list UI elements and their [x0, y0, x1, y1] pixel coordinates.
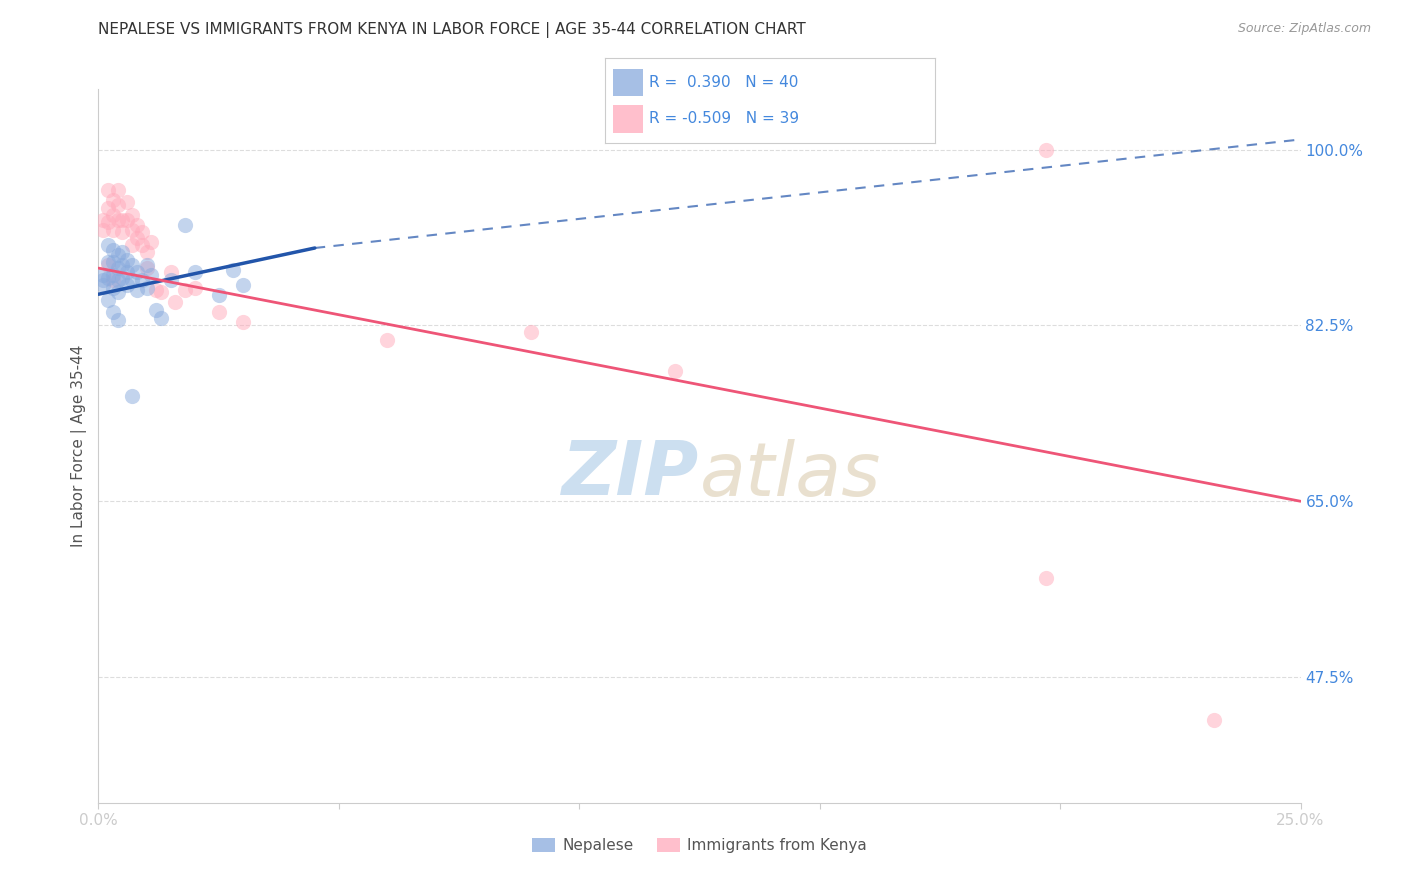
Point	[97, 201, 120, 215]
Point	[121, 273, 143, 287]
Point	[101, 193, 124, 207]
Point	[159, 265, 181, 279]
Point	[101, 223, 124, 237]
Point	[174, 283, 197, 297]
Point	[91, 223, 114, 237]
Point	[1202, 714, 1225, 728]
Legend: Nepalese, Immigrants from Kenya: Nepalese, Immigrants from Kenya	[526, 832, 873, 859]
Point	[117, 278, 139, 293]
Text: ZIP: ZIP	[562, 438, 699, 511]
Point	[135, 281, 157, 295]
Point	[97, 293, 120, 308]
Point	[125, 265, 148, 279]
Point	[1035, 571, 1057, 585]
Point	[141, 235, 163, 249]
Point	[97, 255, 120, 269]
Point	[111, 271, 134, 285]
Text: atlas: atlas	[699, 439, 882, 510]
Point	[664, 363, 686, 377]
Point	[117, 265, 139, 279]
Y-axis label: In Labor Force | Age 35-44: In Labor Force | Age 35-44	[72, 345, 87, 547]
Point	[149, 285, 172, 300]
Point	[107, 273, 129, 287]
Point	[107, 198, 129, 212]
Point	[165, 295, 187, 310]
Point	[101, 243, 124, 257]
Text: NEPALESE VS IMMIGRANTS FROM KENYA IN LABOR FORCE | AGE 35-44 CORRELATION CHART: NEPALESE VS IMMIGRANTS FROM KENYA IN LAB…	[98, 22, 806, 38]
Text: Source: ZipAtlas.com: Source: ZipAtlas.com	[1237, 22, 1371, 36]
Point	[232, 278, 254, 293]
Point	[145, 283, 167, 297]
Point	[174, 218, 197, 232]
Point	[101, 255, 124, 269]
Point	[91, 273, 114, 287]
Point	[135, 261, 157, 276]
Point	[107, 313, 129, 327]
Point	[111, 225, 134, 239]
Point	[111, 258, 134, 272]
Point	[97, 238, 120, 252]
Point	[107, 212, 129, 227]
Text: R =  0.390   N = 40: R = 0.390 N = 40	[650, 75, 799, 90]
Point	[520, 326, 543, 340]
Point	[107, 261, 129, 276]
Point	[159, 273, 181, 287]
Point	[222, 263, 245, 277]
Point	[101, 273, 124, 287]
Point	[145, 303, 167, 318]
Point	[101, 208, 124, 222]
Point	[131, 225, 153, 239]
Point	[107, 248, 129, 262]
Point	[107, 285, 129, 300]
Point	[117, 212, 139, 227]
Point	[232, 315, 254, 329]
Point	[101, 268, 124, 282]
Point	[183, 281, 205, 295]
Point	[97, 271, 120, 285]
Point	[121, 389, 143, 403]
Point	[121, 223, 143, 237]
Point	[183, 265, 205, 279]
Point	[101, 305, 124, 319]
Point	[111, 212, 134, 227]
Point	[121, 208, 143, 222]
Point	[149, 311, 172, 326]
Point	[111, 245, 134, 260]
Point	[131, 238, 153, 252]
Point	[208, 305, 231, 319]
Point	[208, 288, 231, 302]
Point	[117, 253, 139, 268]
Point	[97, 215, 120, 229]
Point	[97, 183, 120, 197]
Point	[91, 268, 114, 282]
Point	[97, 258, 120, 272]
Point	[375, 334, 398, 348]
Point	[107, 183, 129, 197]
Point	[91, 278, 114, 293]
Bar	[613, 69, 643, 96]
Point	[135, 245, 157, 260]
Bar	[613, 105, 643, 133]
Point	[135, 258, 157, 272]
Point	[131, 273, 153, 287]
Point	[121, 258, 143, 272]
Point	[117, 194, 139, 209]
Point	[125, 231, 148, 245]
Point	[1035, 143, 1057, 157]
Point	[141, 268, 163, 282]
Point	[101, 281, 124, 295]
Point	[125, 218, 148, 232]
Point	[91, 212, 114, 227]
Point	[125, 283, 148, 297]
Point	[121, 238, 143, 252]
Text: R = -0.509   N = 39: R = -0.509 N = 39	[650, 112, 799, 127]
